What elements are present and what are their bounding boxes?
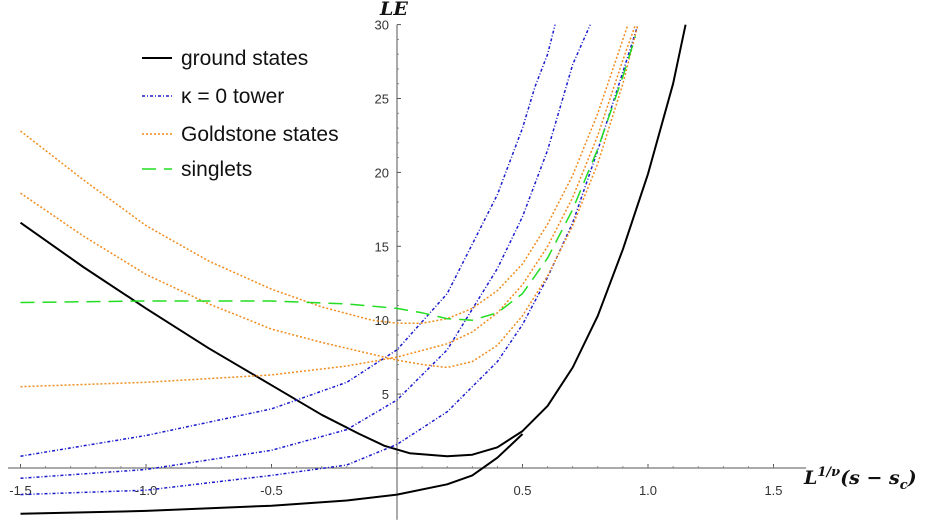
legend-label: singlets [181, 158, 252, 181]
series-line [20, 36, 637, 321]
series-singlets [20, 36, 637, 321]
plot-area [19, 24, 687, 515]
y-tick-label: 30 [375, 18, 389, 33]
x-label-base: L [803, 467, 817, 489]
series-0-tower [20, 24, 639, 496]
x-label-subscript: c [900, 478, 908, 493]
y-tick-label: 15 [375, 239, 389, 254]
series-line [20, 24, 639, 496]
x-label-body: (s − s [840, 467, 900, 489]
legend: ground states κ = 0 tower Goldstone states… [142, 47, 339, 181]
legend-label: ground states [181, 47, 308, 70]
series-goldstone-states [20, 24, 639, 388]
series-ground-states [19, 24, 687, 515]
legend-item: ground states [142, 47, 308, 70]
series-line [20, 24, 556, 457]
series-line [20, 24, 637, 388]
y-tick-label: 25 [375, 92, 389, 107]
x-axis-label: L1/ν(s − sc) [803, 465, 917, 493]
legend-item: Goldstone states [142, 123, 339, 146]
x-label-close: ) [907, 467, 917, 489]
legend-item: κ = 0 tower [142, 85, 284, 108]
x-tick-label: -1.5 [9, 483, 31, 498]
y-tick-label: 20 [375, 165, 389, 180]
series-line [20, 433, 524, 515]
y-axis-label: LE [379, 0, 408, 20]
x-tick-label: 0.5 [513, 483, 531, 498]
legend-item: singlets [142, 158, 252, 181]
x-tick-label: 1.0 [639, 483, 657, 498]
x-label-exponent: 1/ν [817, 465, 840, 480]
y-tick-label: 5 [382, 387, 389, 402]
legend-label: κ = 0 tower [181, 85, 284, 108]
x-ticks: -1.5 -1.0 -0.5 0.5 1.0 1.5 [9, 464, 783, 498]
legend-label: Goldstone states [181, 123, 339, 146]
series-line [19, 24, 687, 458]
series-line [20, 24, 591, 480]
x-tick-label: 1.5 [764, 483, 782, 498]
series-line [20, 24, 639, 369]
series-line [20, 24, 629, 324]
x-tick-label: -0.5 [260, 483, 282, 498]
